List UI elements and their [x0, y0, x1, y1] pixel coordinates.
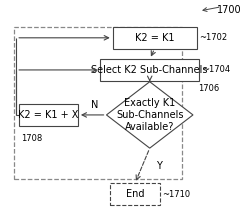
Text: 1700: 1700: [216, 5, 241, 15]
Bar: [113, 27, 197, 49]
Text: K2 = K1 + X: K2 = K1 + X: [18, 110, 78, 120]
Text: Y: Y: [156, 161, 162, 171]
Text: K2 = K1: K2 = K1: [135, 33, 174, 43]
Text: ~1710: ~1710: [162, 190, 190, 199]
Text: ~1704: ~1704: [202, 66, 230, 74]
Text: 1708: 1708: [21, 134, 42, 143]
Text: End: End: [126, 189, 144, 199]
Text: ~1702: ~1702: [199, 33, 227, 42]
Bar: [19, 104, 78, 126]
Bar: [100, 59, 199, 81]
Text: Select K2 Sub-Channels: Select K2 Sub-Channels: [92, 65, 208, 75]
Bar: [110, 184, 160, 205]
Text: 1706: 1706: [198, 84, 219, 93]
Text: Exactly K1
Sub-Channels
Available?: Exactly K1 Sub-Channels Available?: [116, 97, 184, 132]
Polygon shape: [106, 82, 193, 148]
Text: N: N: [91, 100, 98, 110]
Bar: [14, 27, 182, 179]
